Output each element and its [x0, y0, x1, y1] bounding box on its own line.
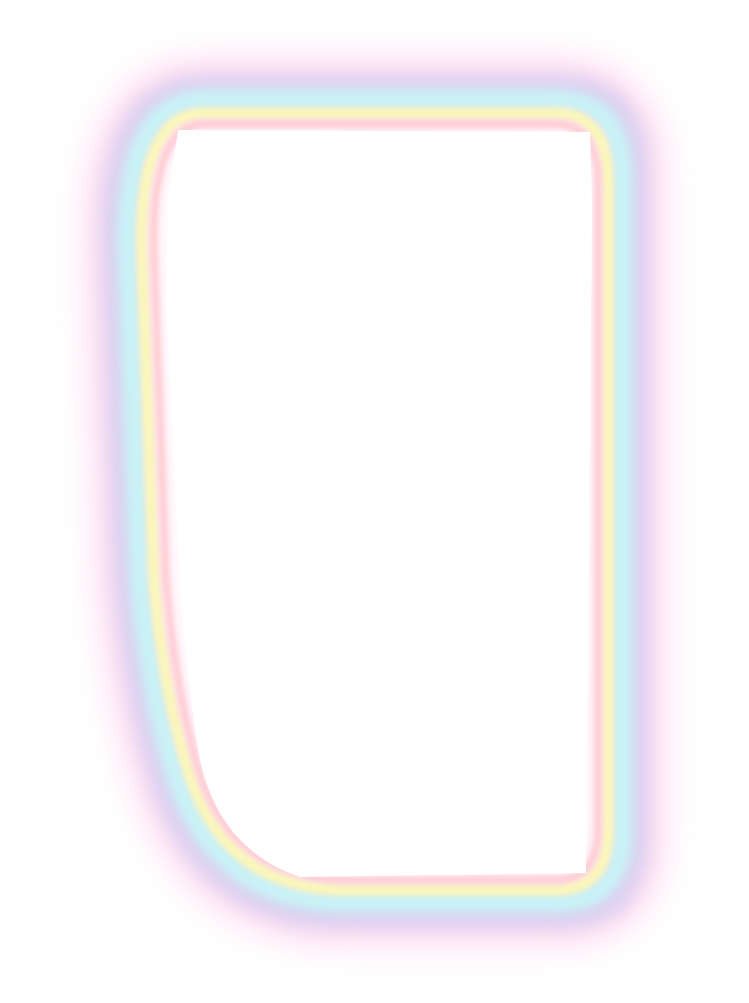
- inner-white-panel: [166, 130, 592, 877]
